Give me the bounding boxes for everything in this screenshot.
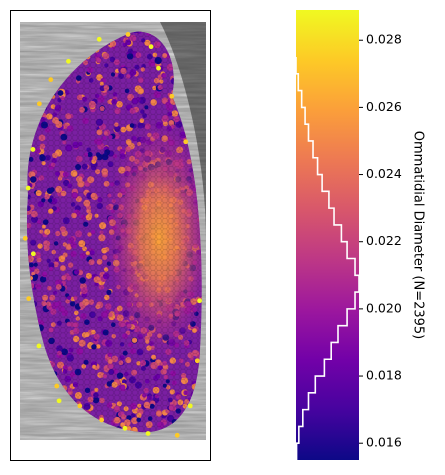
dark-fur-edge [160, 22, 206, 240]
ommatidium-edge [30, 147, 36, 152]
ommatidium-edge [56, 398, 62, 404]
ommatidium-edge [25, 185, 31, 191]
colorbar [296, 10, 359, 460]
ommatidium-edge [77, 403, 83, 409]
ommatidium-edge [48, 77, 54, 83]
histogram-outline [295, 57, 360, 461]
ommatidia-overlay [26, 31, 202, 433]
ommatidium-edge [30, 251, 36, 257]
colorbar-label: Ommatidial Diameter (N=2395) [411, 131, 426, 339]
ommatidium-edge [183, 139, 189, 145]
colorbar-tick-label: 0.026 [366, 99, 402, 114]
ommatidium-edge [174, 432, 180, 438]
colorbar-tick-label: 0.022 [366, 233, 402, 248]
edge-highlight-dots [22, 32, 203, 438]
ommatidium-edge [36, 343, 42, 349]
hex-grid [26, 31, 202, 433]
ommatidium-edge [26, 296, 32, 302]
ommatidium-edge [66, 58, 71, 64]
ommatidium-edge [36, 101, 42, 107]
photo-frame [10, 10, 211, 461]
ommatidium-edge [187, 403, 193, 409]
colorbar-ticks: 0.016 0.018 0.020 0.022 0.024 0.026 0.028 [359, 32, 402, 450]
ommatidium-edge [125, 32, 131, 37]
ommatidium-edge [22, 235, 28, 241]
ommatidium-edge [169, 93, 175, 99]
ommatidium-edge [197, 298, 203, 304]
ommatidium-edge [96, 36, 102, 42]
ommatidium-edge [194, 358, 200, 364]
colorbar-panel: 0.016 0.018 0.020 0.022 0.024 0.026 0.028 Omma… [295, 10, 426, 461]
colorbar-tick-label: 0.016 [366, 435, 402, 450]
ommatidium-edge [122, 425, 128, 431]
colorbar-tick-label: 0.020 [366, 300, 402, 315]
ommatidium-edge [156, 65, 161, 71]
colorbar-tick-label: 0.018 [366, 368, 402, 383]
ommatidium-edge [145, 431, 151, 436]
eye-photo-panel [10, 10, 211, 461]
ommatidium-edge [148, 44, 154, 50]
ommatidium-edge [99, 417, 105, 423]
ommatidium-edge [54, 383, 60, 389]
colorbar-tick-label: 0.024 [366, 166, 402, 181]
colorbar-tick-label: 0.028 [366, 32, 402, 47]
